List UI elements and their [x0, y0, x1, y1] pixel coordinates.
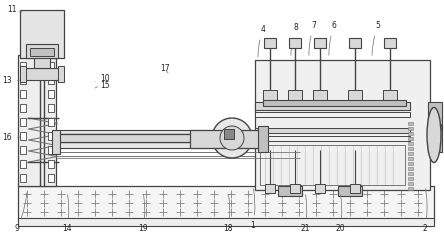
- Text: 18: 18: [223, 195, 233, 232]
- Text: 1: 1: [250, 189, 255, 229]
- Bar: [58, 66, 64, 82]
- Bar: [408, 142, 413, 145]
- Bar: [428, 102, 442, 152]
- Bar: [34, 58, 50, 68]
- Bar: [258, 126, 268, 152]
- Text: 16: 16: [2, 132, 20, 142]
- Bar: [255, 60, 430, 190]
- Bar: [408, 162, 413, 165]
- Text: 8: 8: [291, 23, 298, 55]
- Bar: [408, 127, 413, 130]
- Bar: [255, 136, 410, 141]
- Bar: [20, 62, 26, 70]
- Bar: [52, 130, 60, 154]
- Bar: [408, 132, 413, 135]
- Bar: [48, 76, 54, 84]
- Bar: [408, 147, 413, 150]
- Bar: [55, 130, 260, 148]
- Bar: [408, 152, 413, 155]
- Bar: [48, 174, 54, 182]
- Text: 17: 17: [160, 63, 170, 73]
- Ellipse shape: [427, 107, 441, 163]
- Bar: [20, 118, 26, 126]
- Text: 21: 21: [300, 195, 310, 232]
- Bar: [348, 90, 362, 102]
- Bar: [278, 186, 302, 196]
- Bar: [18, 186, 434, 222]
- Text: 4: 4: [258, 25, 266, 57]
- Bar: [408, 172, 413, 175]
- Bar: [48, 160, 54, 168]
- Bar: [384, 38, 396, 48]
- Bar: [288, 90, 302, 102]
- Bar: [190, 130, 260, 148]
- Bar: [20, 104, 26, 112]
- Bar: [263, 100, 406, 106]
- Bar: [315, 184, 325, 193]
- Text: 5: 5: [372, 21, 381, 55]
- Bar: [264, 38, 276, 48]
- Text: 2: 2: [423, 189, 428, 232]
- Bar: [48, 104, 54, 112]
- Circle shape: [212, 118, 252, 158]
- Bar: [255, 102, 410, 110]
- Bar: [313, 90, 327, 102]
- Bar: [20, 132, 26, 140]
- Bar: [255, 112, 410, 117]
- Bar: [408, 182, 413, 185]
- Text: 19: 19: [138, 195, 148, 232]
- Bar: [20, 66, 26, 82]
- Bar: [20, 90, 26, 98]
- Text: 13: 13: [2, 76, 20, 84]
- Text: 14: 14: [62, 195, 72, 232]
- Bar: [24, 68, 60, 80]
- Bar: [20, 10, 64, 58]
- Bar: [20, 160, 26, 168]
- Bar: [265, 184, 275, 193]
- Text: 10: 10: [95, 74, 110, 82]
- Bar: [408, 167, 413, 170]
- Bar: [408, 177, 413, 180]
- Text: 6: 6: [329, 21, 337, 55]
- Bar: [18, 55, 56, 186]
- Bar: [338, 186, 362, 196]
- Bar: [55, 134, 260, 142]
- Bar: [349, 38, 361, 48]
- Bar: [350, 184, 360, 193]
- Bar: [48, 90, 54, 98]
- Text: 11: 11: [7, 5, 22, 15]
- Bar: [224, 129, 234, 139]
- Bar: [48, 118, 54, 126]
- Text: 20: 20: [335, 195, 345, 232]
- Bar: [408, 137, 413, 140]
- Text: 15: 15: [95, 81, 110, 89]
- Bar: [48, 132, 54, 140]
- Bar: [408, 122, 413, 125]
- Bar: [408, 187, 413, 190]
- Text: 3: 3: [432, 124, 442, 132]
- Circle shape: [220, 126, 244, 150]
- Bar: [20, 76, 26, 84]
- Bar: [18, 218, 434, 226]
- Bar: [290, 184, 300, 193]
- Bar: [314, 38, 326, 48]
- Bar: [26, 44, 58, 58]
- Bar: [263, 90, 277, 102]
- Bar: [289, 38, 301, 48]
- Bar: [48, 62, 54, 70]
- Bar: [30, 48, 54, 56]
- Bar: [20, 146, 26, 154]
- Bar: [408, 157, 413, 160]
- Bar: [255, 128, 410, 133]
- Bar: [48, 146, 54, 154]
- Bar: [20, 174, 26, 182]
- Text: 9: 9: [15, 193, 27, 232]
- Text: 7: 7: [309, 21, 317, 55]
- Bar: [383, 90, 397, 102]
- Bar: [260, 145, 405, 185]
